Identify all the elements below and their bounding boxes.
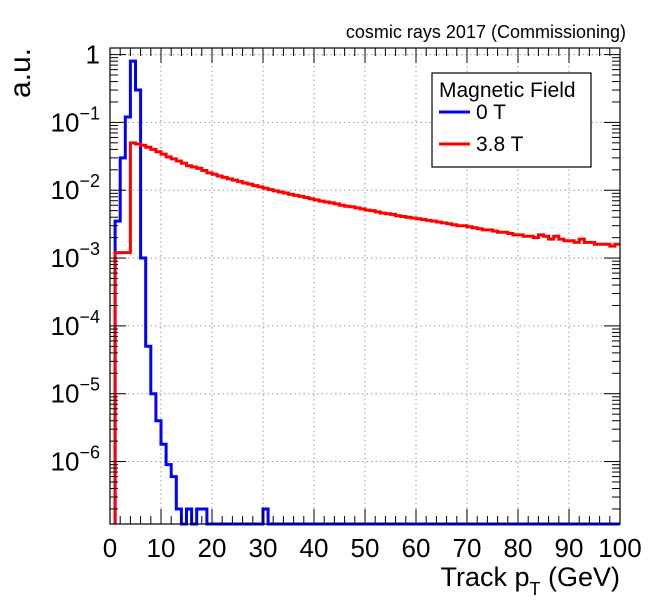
- x-tick-label: 70: [453, 533, 482, 563]
- legend-entry-label: 0 T: [476, 101, 506, 124]
- y-axis-label: a.u.: [4, 48, 37, 98]
- y-tick-label: 10−3: [51, 239, 100, 273]
- tick-marks: [109, 48, 621, 524]
- y-tick-labels: 1 10−1 10−2 10−3 10−4 10−5 10−6: [51, 40, 100, 477]
- plot-area: [109, 47, 621, 526]
- x-label-unit: (GeV): [540, 562, 620, 592]
- legend-title: Magnetic Field: [439, 79, 576, 102]
- legend-box: [431, 72, 592, 168]
- legend: Magnetic Field 0 T 3.8 T: [431, 72, 592, 168]
- legend-entry-label: 3.8 T: [476, 133, 524, 156]
- series-line-3p8T: [113, 141, 620, 524]
- x-tick-label: 90: [555, 533, 584, 563]
- x-tick-label: 100: [598, 533, 641, 563]
- y-tick-label: 1: [86, 40, 100, 70]
- x-tick-label: 80: [504, 533, 533, 563]
- y-tick-label: 10−4: [51, 307, 100, 341]
- chart-title: cosmic rays 2017 (Commissioning): [346, 22, 626, 42]
- y-tick-label: 10−1: [51, 103, 100, 137]
- x-axis-label: Track pT (GeV): [440, 562, 620, 599]
- y-tick-label: 10−5: [51, 375, 100, 409]
- y-tick-label: 10−2: [51, 171, 100, 205]
- x-label-subscript: T: [529, 579, 540, 599]
- x-label-main: Track p: [440, 562, 529, 592]
- x-tick-labels: 0 10 20 30 40 50 60 70 80 90 100: [103, 533, 642, 563]
- x-tick-label: 30: [249, 533, 278, 563]
- x-tick-label: 0: [103, 533, 117, 563]
- x-tick-label: 40: [300, 533, 329, 563]
- y-tick-label: 10−6: [51, 443, 100, 477]
- x-tick-label: 10: [147, 533, 176, 563]
- x-tick-label: 50: [351, 533, 380, 563]
- x-tick-label: 60: [402, 533, 431, 563]
- x-tick-label: 20: [198, 533, 227, 563]
